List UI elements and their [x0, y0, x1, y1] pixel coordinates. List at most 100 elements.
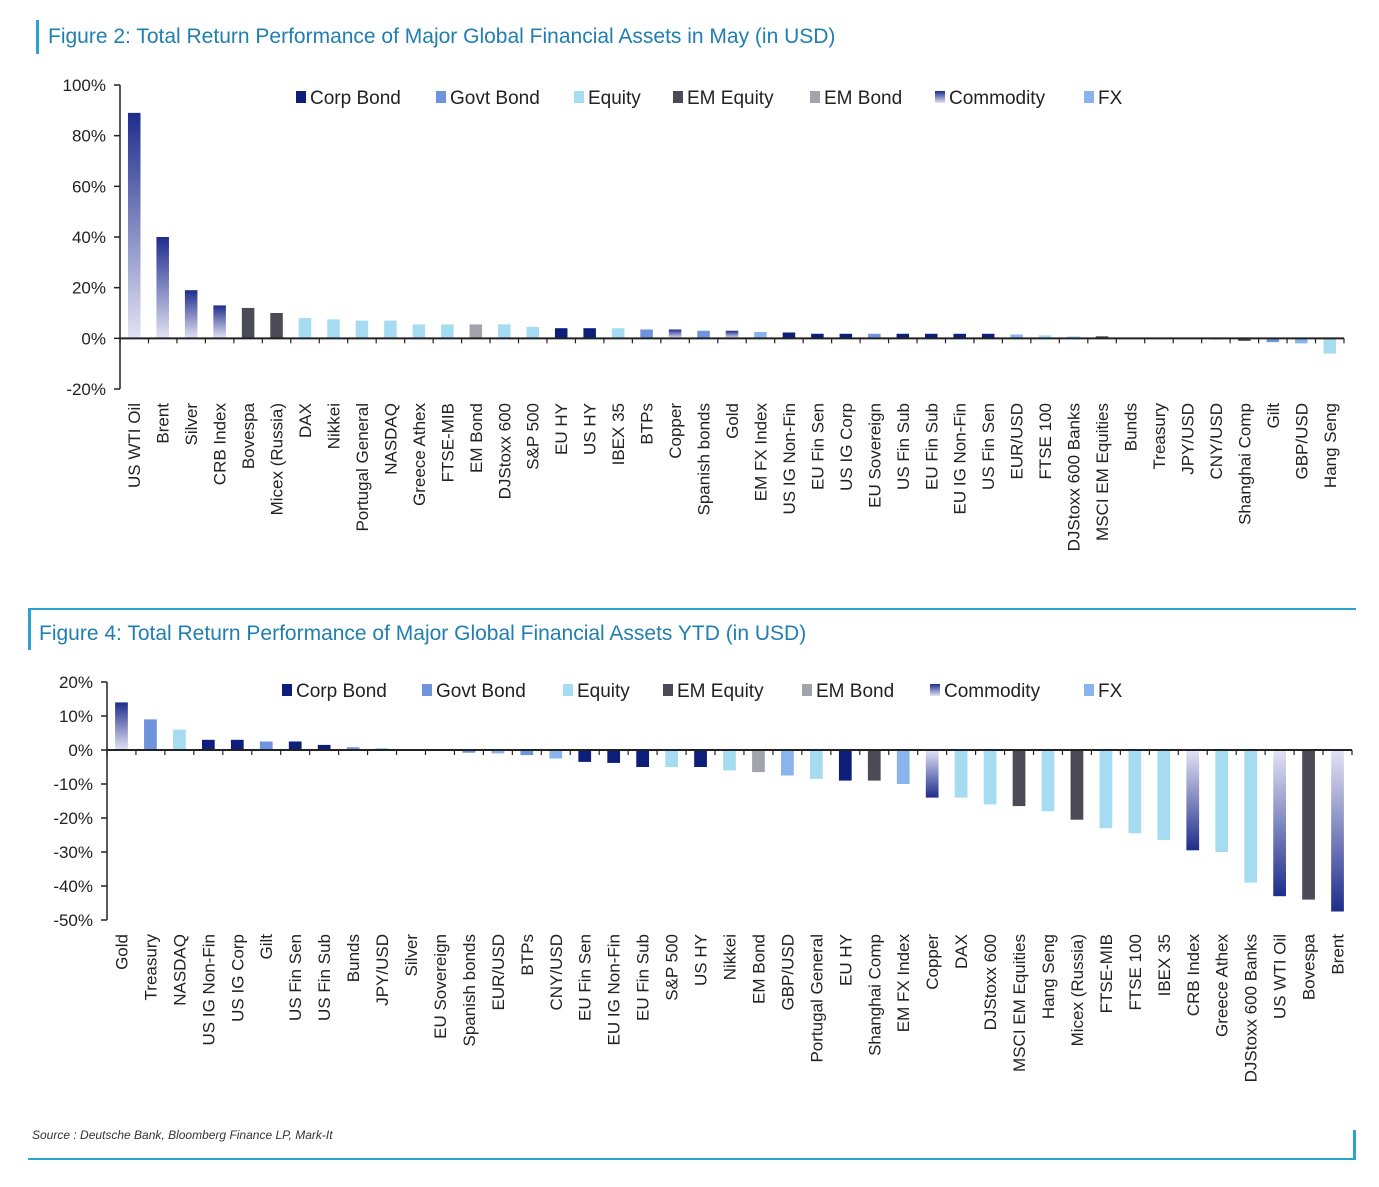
- fig2-x-label-eu-hy: EU HY: [552, 403, 571, 455]
- fig2-legend-swatch-em-bond: [810, 91, 820, 103]
- fig4-y-tick-label: 0%: [68, 741, 93, 760]
- fig4-x-label-gbp-usd: GBP/USD: [778, 934, 797, 1011]
- figure-2-title: Figure 2: Total Return Performance of Ma…: [48, 25, 836, 48]
- fig2-x-label-us-ig-non-fin: US IG Non-Fin: [780, 403, 799, 514]
- source-note: Source : Deutsche Bank, Bloomberg Financ…: [32, 1128, 333, 1142]
- fig4-x-label-btps: BTPs: [518, 934, 537, 976]
- fig2-legend-swatch-em-equity: [673, 91, 683, 103]
- fig2-y-tick-label: -20%: [66, 380, 106, 399]
- fig2-x-label-ftse-100: FTSE 100: [1036, 403, 1055, 480]
- fig2-y-tick-label: 20%: [72, 279, 106, 298]
- fig2-x-label-gbp-usd: GBP/USD: [1292, 403, 1311, 480]
- fig4-bar-micex-russia: [1070, 750, 1084, 820]
- fig2-bar-em-fx-index: [754, 332, 767, 339]
- figure-2-chart: 100% 80% 60% 40% 20% 0% -20% US WTI Oil Brent Sil…: [63, 76, 1345, 551]
- fig4-bar-s-p-500: [665, 750, 678, 767]
- fig4-bar-eu-fin-sub: [636, 750, 650, 767]
- fig4-x-label-us-hy: US HY: [692, 934, 711, 986]
- fig2-bar-ftse-mib: [441, 324, 454, 339]
- fig4-x-label-djstoxx-600-banks: DJStoxx 600 Banks: [1242, 934, 1261, 1082]
- fig4-bar-us-fin-sen: [288, 741, 302, 750]
- fig4-bar-portugal-general: [809, 750, 823, 779]
- fig2-x-label-cny-usd: CNY/USD: [1207, 403, 1226, 480]
- fig4-bar-ftse-mib: [1099, 750, 1113, 829]
- fig4-legend-swatch-commodity: [930, 684, 940, 696]
- fig4-bar-nasdaq: [173, 729, 186, 750]
- fig2-bar-ibex-35: [611, 328, 625, 339]
- fig4-bar-hang-seng: [1041, 750, 1055, 812]
- fig4-bar-nikkei: [723, 750, 736, 771]
- fig4-bar-us-fin-sub: [317, 744, 331, 750]
- fig4-x-label-eu-fin-sub: EU Fin Sub: [634, 934, 653, 1021]
- fig4-x-label-msci-em-equities: MSCI EM Equities: [1010, 934, 1029, 1072]
- fig2-bar-brent: [156, 237, 169, 339]
- fig4-x-label-brent: Brent: [1329, 934, 1348, 975]
- fig4-x-label-em-fx-index: EM FX Index: [894, 934, 913, 1033]
- fig2-bar-hang-seng: [1323, 338, 1337, 354]
- fig4-x-label-us-wti-oil: US WTI Oil: [1271, 934, 1290, 1019]
- fig4-x-label-s-p-500: S&P 500: [663, 934, 682, 1001]
- fig2-legend-label-corp-bond: Corp Bond: [310, 88, 401, 109]
- fig4-x-label-micex-russia: Micex (Russia): [1068, 934, 1087, 1046]
- bottom-rule: [28, 1158, 1356, 1160]
- fig2-bar-us-ig-non-fin: [782, 332, 796, 339]
- fig4-legend-swatch-govt-bond: [422, 684, 432, 696]
- fig4-bar-eu-hy: [838, 750, 852, 781]
- fig2-x-label-silver: Silver: [182, 403, 201, 446]
- fig4-bar-ftse-100: [1128, 750, 1142, 834]
- fig2-x-label-msci-em-equities: MSCI EM Equities: [1093, 403, 1112, 541]
- figure-4-title: Figure 4: Total Return Performance of Ma…: [39, 622, 807, 645]
- fig4-bar-copper: [925, 750, 939, 798]
- fig2-x-label-dax: DAX: [296, 403, 315, 438]
- fig4-x-label-eu-fin-sen: EU Fin Sen: [576, 934, 595, 1021]
- fig2-legend-swatch-commodity: [935, 91, 945, 103]
- fig2-x-label-nasdaq: NASDAQ: [381, 403, 400, 475]
- fig4-x-label-copper: Copper: [923, 934, 942, 990]
- fig2-x-label-btps: BTPs: [638, 403, 657, 445]
- fig4-legend-swatch-fx: [1084, 684, 1094, 696]
- fig2-y-tick-label: 0%: [81, 329, 106, 348]
- fig4-bar-djstoxx-600-banks: [1244, 750, 1258, 883]
- fig4-x-label-em-bond: EM Bond: [749, 934, 768, 1004]
- figure-2-title-rule: [36, 20, 39, 54]
- fig2-bar-nasdaq: [384, 320, 397, 339]
- fig4-bar-bovespa: [1302, 750, 1315, 900]
- fig2-bar-us-hy: [583, 328, 596, 339]
- fig4-bar-eu-fin-sen: [578, 750, 592, 762]
- fig4-x-label-dax: DAX: [952, 934, 971, 969]
- fig2-bar-gbp-usd: [1295, 338, 1308, 344]
- fig2-x-label-eu-sovereign: EU Sovereign: [865, 403, 884, 508]
- fig4-legend-label-govt-bond: Govt Bond: [436, 681, 526, 702]
- fig4-x-label-hang-seng: Hang Seng: [1039, 934, 1058, 1019]
- fig2-x-label-em-fx-index: EM FX Index: [751, 403, 770, 502]
- fig4-bar-em-fx-index: [896, 750, 910, 784]
- fig4-x-label-shanghai-comp: Shanghai Comp: [865, 934, 884, 1056]
- fig2-bar-spanish-bonds: [697, 330, 710, 339]
- fig2-bar-crb-index: [213, 305, 226, 339]
- figure-4-top-rule: [28, 608, 1356, 610]
- fig4-legend-label-em-equity: EM Equity: [677, 681, 764, 702]
- fig2-x-label-em-bond: EM Bond: [467, 403, 486, 473]
- fig2-bar-eu-fin-sen: [811, 333, 824, 339]
- fig2-legend-swatch-govt-bond: [436, 91, 446, 103]
- fig4-bar-brent: [1331, 750, 1344, 912]
- fig4-bar-btps: [520, 750, 534, 756]
- fig4-x-label-us-ig-corp: US IG Corp: [228, 934, 247, 1022]
- fig4-x-label-treasury: Treasury: [141, 934, 160, 1001]
- fig2-legend-label-em-equity: EM Equity: [687, 88, 774, 109]
- fig2-bar-bovespa: [241, 307, 255, 339]
- fig2-x-label-shanghai-comp: Shanghai Comp: [1235, 403, 1254, 525]
- fig4-x-label-us-ig-non-fin: US IG Non-Fin: [199, 934, 218, 1045]
- fig2-x-label-copper: Copper: [666, 403, 685, 459]
- fig2-x-label-djstoxx-600-banks: DJStoxx 600 Banks: [1065, 403, 1084, 551]
- fig2-bar-em-bond: [469, 324, 483, 339]
- fig2-legend-label-commodity: Commodity: [949, 88, 1046, 109]
- fig2-bar-eu-hy: [554, 328, 568, 339]
- fig2-x-label-brent: Brent: [154, 403, 173, 444]
- fig4-legend-label-corp-bond: Corp Bond: [296, 681, 387, 702]
- fig2-bar-portugal-general: [355, 320, 369, 339]
- fig4-x-label-cny-usd: CNY/USD: [547, 934, 566, 1011]
- fig2-bar-us-fin-sen: [981, 333, 995, 339]
- fig4-x-label-djstoxx-600: DJStoxx 600: [981, 934, 1000, 1030]
